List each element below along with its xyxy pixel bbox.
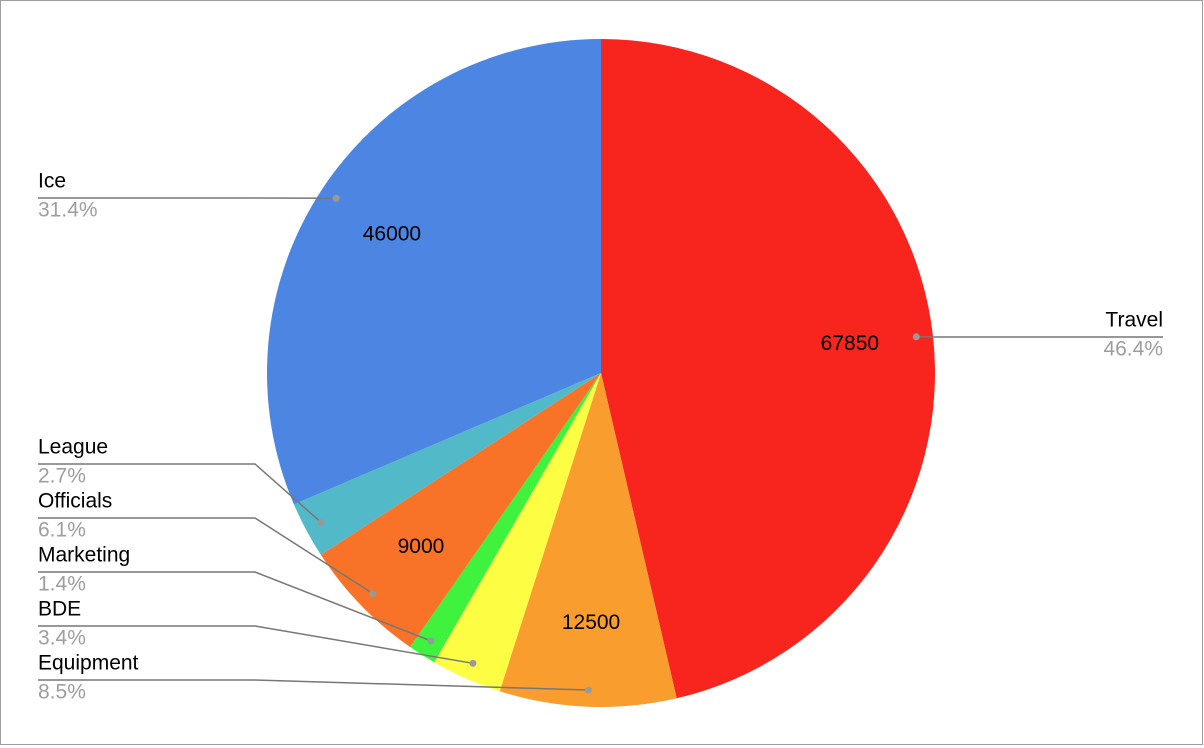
- leader-line: [38, 679, 589, 691]
- value-label: 12500: [562, 611, 620, 634]
- leader-line: [38, 625, 474, 665]
- percent-label: 8.5%: [38, 681, 86, 704]
- pie-slice: [410, 373, 601, 663]
- percent-label: 1.4%: [38, 573, 86, 596]
- percent-label: 2.7%: [38, 465, 86, 488]
- leader-line: [38, 571, 432, 642]
- legend-label: League: [38, 436, 108, 459]
- leader-dot: [912, 333, 920, 341]
- legend-label: Equipment: [38, 652, 139, 675]
- legend-label: Marketing: [38, 544, 130, 567]
- legend-label: Officials: [38, 490, 112, 513]
- leader-dot: [317, 518, 325, 526]
- pie-slice: [293, 373, 601, 555]
- value-label: 9000: [398, 535, 445, 558]
- leader-dot: [469, 659, 477, 667]
- pie-slice: [601, 39, 936, 699]
- leader-dot: [584, 686, 592, 694]
- legend-label: BDE: [38, 598, 81, 621]
- legend-label: Travel: [1105, 309, 1163, 332]
- leader-dot: [332, 194, 340, 202]
- pie-slice: [434, 373, 601, 692]
- leader-line: [38, 517, 374, 595]
- value-label: 67850: [821, 332, 879, 355]
- value-label: 46000: [363, 223, 421, 246]
- pie-slice: [499, 373, 677, 708]
- pie-slice: [320, 373, 601, 648]
- leader-dot: [369, 590, 377, 598]
- percent-label: 3.4%: [38, 627, 86, 650]
- pie-slice: [266, 39, 601, 505]
- leader-line: [38, 463, 322, 523]
- percent-label: 31.4%: [38, 199, 98, 222]
- legend-label: Ice: [38, 170, 66, 193]
- percent-label: 6.1%: [38, 519, 86, 542]
- percent-label: 46.4%: [1103, 338, 1163, 361]
- leader-dot: [427, 637, 435, 645]
